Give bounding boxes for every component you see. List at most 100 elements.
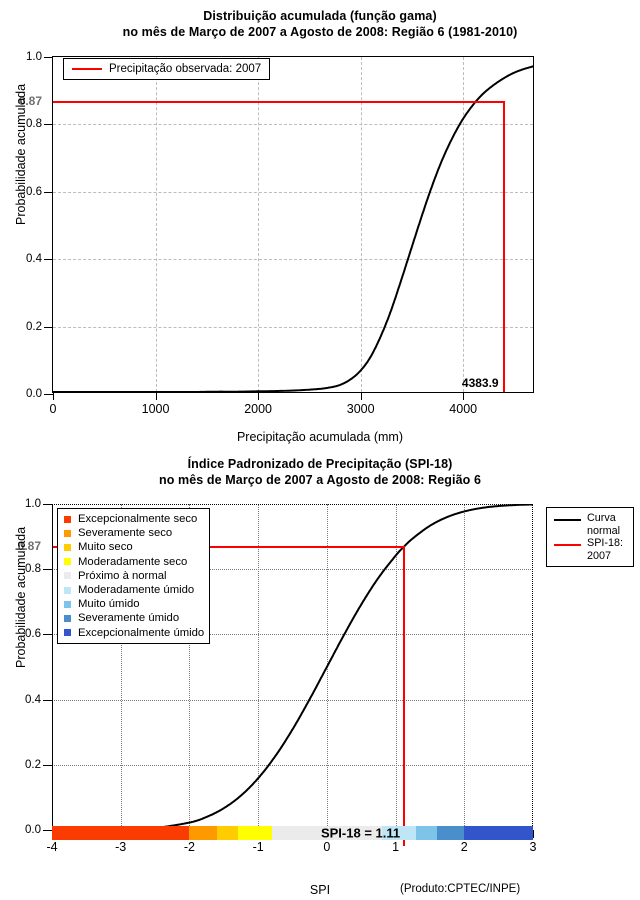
gridline-horizontal	[53, 191, 533, 193]
y-axis-tick-label: 0.6	[25, 628, 41, 641]
gridline-vertical	[120, 504, 122, 830]
y-axis-tick	[44, 191, 53, 193]
x-axis-tick-label: 1000	[141, 402, 170, 416]
x-axis-tick	[463, 392, 465, 400]
gamma-plot-area: 0.0 0.2 0.4 0.6 0.8 1.0 0 1000 2000 3000 4000 0.87 4…	[19, 51, 534, 416]
gridline-vertical	[395, 504, 397, 830]
curve-legend-label: Curva normal	[587, 512, 621, 537]
drought-category-legend-item: Excepcionalmente úmido	[62, 626, 204, 640]
y-axis-tick	[43, 830, 52, 831]
gridline-vertical	[258, 504, 260, 830]
y-axis-tick-label: 0.0	[26, 388, 42, 400]
colorbar-segment	[416, 826, 437, 840]
gridline-horizontal	[53, 124, 533, 126]
drought-category-legend-item: Severamente úmido	[62, 611, 204, 625]
x-axis-tick-label: 2000	[244, 402, 272, 416]
x-axis-tick	[360, 392, 362, 400]
category-color-swatch	[64, 515, 71, 523]
curve-legend-line-swatch	[554, 544, 581, 546]
gamma-cdf-panel: Distribuição acumulada (função gama) no …	[0, 8, 640, 444]
y-axis-tick-label: 0.0	[25, 824, 41, 836]
axis-line-right	[532, 504, 533, 830]
x-axis-tick-label: 1	[392, 840, 400, 854]
drought-category-legend: Excepcionalmente seco Severamente seco Mui…	[57, 508, 211, 644]
curve-legend-label: SPI-18: 2007	[587, 537, 624, 562]
highlight-probability-label: 0.87	[17, 539, 41, 554]
spi-value-label: SPI-18 = 1.11	[320, 825, 401, 841]
colorbar-segment	[216, 826, 238, 840]
spi-plot-inner	[52, 504, 533, 830]
spi-category-colorbar	[52, 826, 533, 840]
x-axis-tick-label: -1	[252, 840, 264, 854]
x-axis-tick	[258, 392, 260, 400]
gamma-chart-title: Distribuição acumulada (função gama) no …	[0, 8, 640, 40]
x-axis-tick	[155, 392, 157, 400]
y-axis-tick	[43, 699, 52, 701]
gamma-plot-inner	[53, 57, 533, 392]
category-color-swatch	[64, 600, 71, 608]
drought-category-legend-item: Próximo à normal	[62, 569, 204, 583]
y-axis-tick	[44, 259, 53, 261]
highlight-vertical-line	[502, 100, 505, 392]
product-credit: (Produto:CPTEC/INPE)	[400, 883, 521, 895]
y-axis-tick	[44, 326, 53, 328]
gamma-title-line2: no mês de Março de 2007 a Agosto de 2008…	[122, 25, 518, 39]
gridline-vertical	[464, 504, 466, 830]
drought-category-legend-item: Muito úmido	[62, 597, 204, 611]
drought-category-legend-item: Severamente seco	[62, 526, 204, 540]
colorbar-segment	[271, 826, 382, 840]
colorbar-segment	[52, 826, 190, 840]
category-label: Moderadamente seco	[78, 555, 188, 568]
drought-category-legend-item: Moderadamente seco	[62, 555, 204, 569]
gridline-horizontal	[52, 634, 533, 636]
highlight-horizontal-line	[52, 546, 404, 549]
y-axis-tick-label: 1.0	[26, 51, 42, 63]
y-axis-tick	[44, 57, 53, 58]
category-color-swatch	[64, 529, 71, 537]
category-color-swatch	[64, 629, 71, 637]
drought-category-legend-item: Muito seco	[62, 540, 204, 554]
gridline-horizontal	[53, 259, 533, 261]
observed-precipitation-value-label: 4383.9	[461, 376, 499, 390]
y-axis-tick-label: 0.2	[25, 758, 41, 771]
category-color-swatch	[64, 572, 71, 580]
x-axis-tick-label: -2	[183, 840, 195, 854]
x-axis-tick	[53, 392, 54, 400]
spi-title-line2: no mês de Março de 2007 a Agosto de 2008…	[158, 473, 481, 487]
category-color-swatch	[64, 614, 71, 622]
gamma-x-axis-label: Precipitação acumulada (mm)	[236, 430, 404, 444]
y-axis-tick	[43, 569, 52, 571]
gridline-vertical	[360, 57, 362, 392]
gridline-horizontal	[53, 326, 533, 328]
axis-line-left	[52, 504, 53, 830]
gamma-legend: Precipitação observada: 2007	[63, 58, 271, 80]
gamma-legend-label: Precipitação observada: 2007	[109, 63, 262, 75]
x-axis-tick-label: 3	[529, 840, 537, 854]
x-axis-tick-label: 0	[323, 840, 331, 854]
highlight-probability-label: 0.87	[18, 93, 42, 108]
gridline-vertical	[463, 57, 465, 392]
category-color-swatch	[64, 543, 71, 551]
observed-line-swatch	[72, 68, 102, 70]
y-axis-tick-label: 0.8	[25, 563, 41, 576]
cdf-curve	[53, 65, 533, 392]
gridline-vertical	[155, 57, 157, 392]
gamma-legend-row: Precipitação observada: 2007	[66, 63, 261, 75]
y-axis-tick	[43, 764, 52, 766]
spi-chart-title: Índice Padronizado de Precipitação (SPI-…	[0, 456, 640, 488]
x-axis-tick	[533, 830, 534, 838]
y-axis-tick-label: 0.8	[26, 118, 42, 131]
spi-x-axis-label: SPI	[309, 883, 331, 897]
highlight-vertical-line	[403, 546, 406, 846]
gridline-horizontal	[52, 699, 533, 701]
colorbar-segment	[381, 826, 417, 840]
cdf-curve	[52, 504, 533, 830]
gamma-title-line1: Distribuição acumulada (função gama)	[203, 9, 437, 23]
y-axis-tick	[44, 394, 53, 395]
colorbar-segment	[436, 826, 465, 840]
category-label: Muito seco	[78, 541, 133, 554]
curve-legend-item: Curva normal	[550, 512, 627, 537]
y-axis-tick-label: 1.0	[25, 498, 41, 510]
spi-curve-legend: Curva normal SPI-18: 2007	[546, 507, 634, 567]
y-axis-tick-label: 0.6	[26, 185, 42, 198]
